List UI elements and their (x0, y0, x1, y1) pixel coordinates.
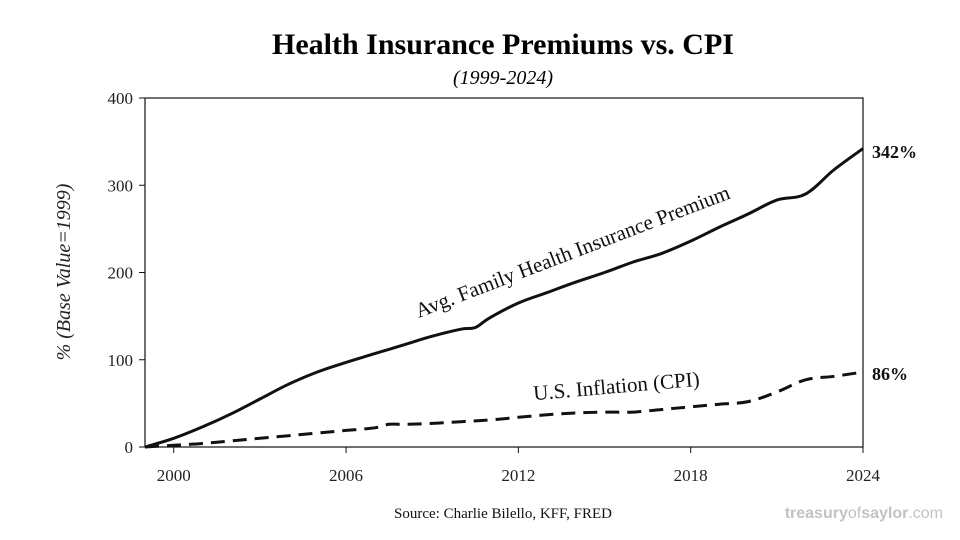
brand-part-4: .com (908, 505, 943, 522)
y-tick-label: 200 (108, 264, 134, 283)
x-tick-label: 2006 (329, 466, 363, 485)
y-tick-label: 100 (108, 351, 134, 370)
series-label-premium: Avg. Family Health Insurance Premium (412, 180, 733, 322)
series-line-cpi (144, 370, 864, 449)
x-axis: 2000 2006 2012 2018 2024 (157, 447, 881, 485)
end-label-premium: 342% (872, 142, 917, 162)
x-tick-label: 2024 (846, 466, 881, 485)
series-group (144, 147, 864, 449)
y-tick-label: 300 (108, 176, 134, 195)
brand-part-1: treasury (785, 505, 848, 522)
series-line-premium (144, 147, 864, 449)
y-tick-label: 0 (125, 438, 134, 457)
end-label-cpi: 86% (872, 364, 908, 384)
chart-subtitle: (1999-2024) (453, 67, 553, 89)
y-axis: 0 100 200 300 400 (108, 89, 145, 457)
source-note: Source: Charlie Bilello, KFF, FRED (394, 506, 612, 522)
chart-title: Health Insurance Premiums vs. CPI (272, 28, 734, 61)
x-tick-label: 2018 (674, 466, 708, 485)
y-axis-label: % (Base Value=1999) (53, 183, 75, 360)
series-label-cpi: U.S. Inflation (CPI) (532, 367, 700, 405)
brand-part-2: of (848, 505, 862, 522)
x-tick-label: 2000 (157, 466, 191, 485)
y-tick-label: 400 (108, 89, 134, 108)
brand-part-3: saylor (861, 505, 908, 522)
brand-watermark: treasuryofsaylor.com (785, 505, 943, 522)
x-tick-label: 2012 (501, 466, 535, 485)
